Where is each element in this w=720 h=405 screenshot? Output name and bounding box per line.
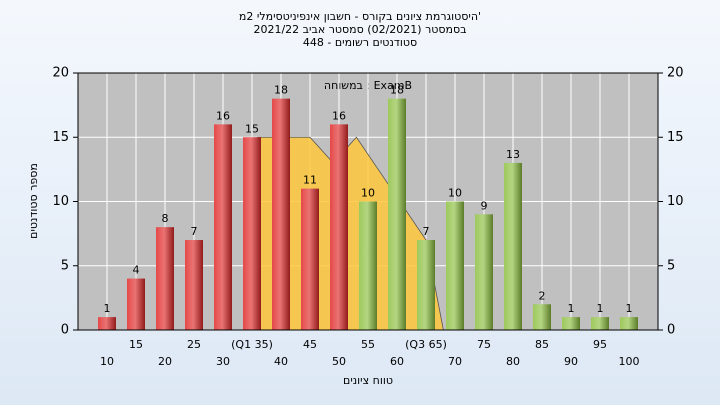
data-label: 10 (361, 187, 375, 200)
x-tick-label: 30 (216, 355, 230, 368)
x-tick-label: 15 (129, 338, 143, 351)
bar-shade (272, 98, 290, 330)
data-label: 15 (245, 122, 259, 135)
bar-shade (562, 317, 580, 330)
data-label: 11 (303, 174, 317, 187)
x-tick-label: 80 (506, 355, 520, 368)
data-label: 8 (162, 212, 169, 225)
data-label: 9 (481, 199, 488, 212)
data-label: 16 (216, 109, 230, 122)
y2-tick-label: 5 (667, 258, 675, 273)
y-tick-label: 20 (52, 66, 69, 81)
x-axis-label: טווח ציונים (343, 374, 393, 387)
x-tick-label: (Q3 65) (405, 338, 447, 351)
x-tick-label: 75 (477, 338, 491, 351)
data-label: 1 (568, 302, 575, 315)
y2-tick-label: 10 (667, 194, 684, 209)
bar-shade (504, 162, 522, 330)
x-tick-label: 50 (332, 355, 346, 368)
bar-shade (127, 278, 145, 330)
bar-shade (620, 317, 638, 330)
x-tick-label: 45 (303, 338, 317, 351)
data-label: 16 (332, 109, 346, 122)
bar-shade (417, 240, 435, 330)
bar-shade (185, 240, 203, 330)
bar-shade (243, 137, 261, 330)
data-label: 18 (274, 84, 288, 97)
data-label: 13 (506, 148, 520, 161)
y-axis-label: מספר סטודנטים (27, 163, 40, 239)
data-label: 4 (133, 264, 140, 277)
data-label: 1 (597, 302, 604, 315)
title-line: סטודנטים רשומים - 448 (303, 36, 417, 49)
y-tick-label: 15 (52, 130, 69, 145)
x-tick-label: 25 (187, 338, 201, 351)
data-label: 1 (104, 302, 111, 315)
y-tick-label: 10 (52, 194, 69, 209)
x-tick-label: 20 (158, 355, 172, 368)
bar-shade (388, 98, 406, 330)
data-label: 2 (539, 289, 546, 302)
bar-shade (214, 124, 232, 331)
x-tick-label: 70 (448, 355, 462, 368)
plot-frame (77, 72, 659, 331)
bar-shade (301, 188, 319, 330)
y2-tick-label: 0 (667, 323, 675, 338)
y2-tick-label: 20 (667, 66, 684, 81)
x-tick-label: 100 (619, 355, 640, 368)
title-line: היסטוגרמת ציונים בקורס - חשבון אינפיניטס… (239, 10, 481, 23)
x-tick-label: 40 (274, 355, 288, 368)
data-label: 1 (626, 302, 633, 315)
bar-shade (330, 124, 348, 331)
x-tick-label: 55 (361, 338, 375, 351)
data-label: 7 (191, 225, 198, 238)
data-label: 7 (423, 225, 430, 238)
title-line: בסמסטר (02/2021) סמסטר אביב 2021/22 (253, 23, 466, 36)
bar-shade (533, 304, 551, 330)
bar-shade (156, 227, 174, 330)
bar-shade (98, 317, 116, 330)
bar-shade (591, 317, 609, 330)
bar-shade (359, 201, 377, 330)
x-tick-label: 85 (535, 338, 549, 351)
x-tick-label: 60 (390, 355, 404, 368)
data-label: 10 (448, 187, 462, 200)
data-label: 18 (390, 84, 404, 97)
y-tick-label: 0 (61, 323, 69, 338)
x-tick-label: 90 (564, 355, 578, 368)
bar-shade (475, 214, 493, 330)
x-tick-label: 95 (593, 338, 607, 351)
x-tick-label: 10 (100, 355, 114, 368)
y2-tick-label: 15 (667, 130, 684, 145)
y-tick-label: 5 (61, 258, 69, 273)
bar-shade (446, 201, 464, 330)
x-tick-label: (Q1 35) (231, 338, 273, 351)
